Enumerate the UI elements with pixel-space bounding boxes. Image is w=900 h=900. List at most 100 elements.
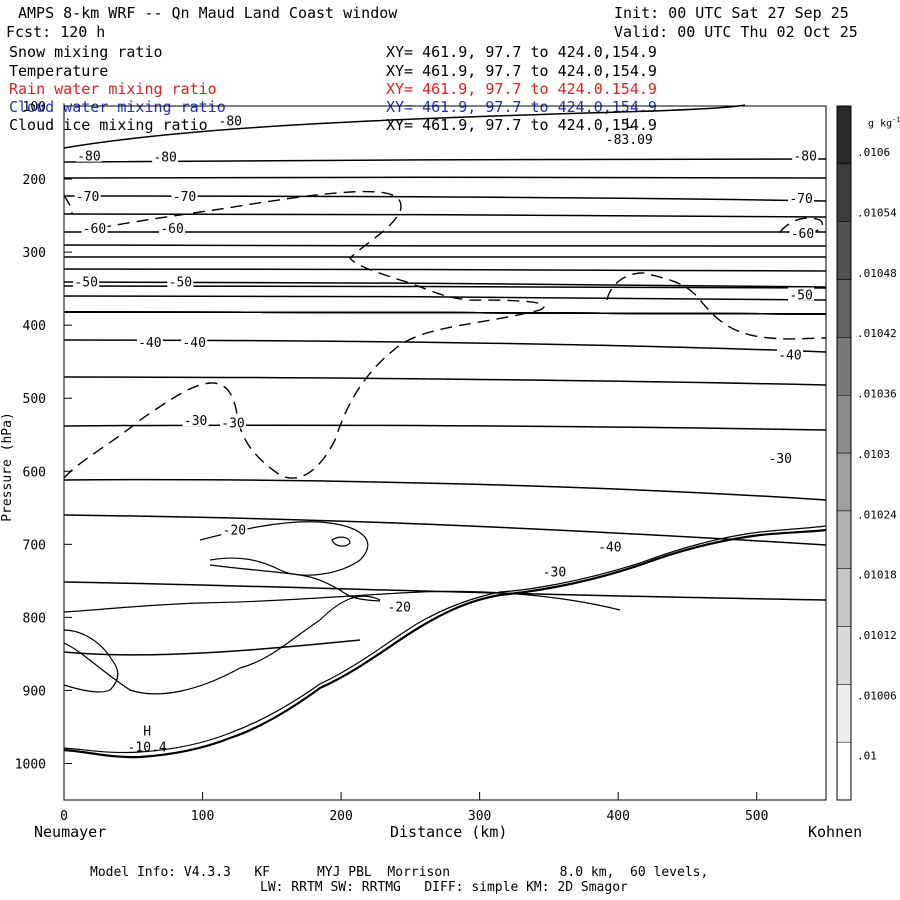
isotherm-lines bbox=[63, 104, 827, 656]
valid-time: Valid: 00 UTC Thu 02 Oct 25 bbox=[614, 23, 858, 41]
field-xy-temperature: XY= 461.9, 97.7 to 424.0,154.9 bbox=[386, 62, 657, 80]
forecast-hour: Fcst: 120 h bbox=[6, 23, 106, 41]
isotherm-label: -50 bbox=[74, 275, 97, 290]
terrain-line bbox=[63, 528, 827, 759]
isotherm-labels: -80 -80 -80 -80 -70 -70 -70 -60 -60 -60 -50 -50 -50 -… bbox=[73, 113, 819, 615]
field-name-snow: Snow mixing ratio bbox=[9, 43, 163, 61]
colorbar-segment bbox=[836, 684, 852, 743]
isotherm-label-bg bbox=[792, 148, 819, 162]
isotherm-label-bg bbox=[167, 274, 194, 288]
mixing-ratio-contour bbox=[606, 272, 827, 340]
colorbar-segment bbox=[836, 568, 852, 627]
colorbar-label: .01054 bbox=[857, 207, 897, 220]
isotherm-line bbox=[63, 176, 827, 179]
colorbar-label: .01012 bbox=[857, 629, 897, 642]
colorbar-unit: g kg-1 bbox=[856, 104, 900, 129]
isotherm-label: -20 bbox=[388, 600, 411, 615]
isotherm-label: -40 bbox=[182, 336, 205, 351]
isotherm-label-bg bbox=[767, 451, 794, 465]
colorbar-label: .01036 bbox=[857, 388, 897, 401]
colorbar-segment bbox=[836, 279, 852, 338]
isotherm-label-bg bbox=[776, 347, 803, 361]
isotherm-label-bg bbox=[136, 334, 163, 348]
isotherm-label-bg bbox=[386, 599, 413, 613]
isotherm-label-bg bbox=[75, 148, 102, 162]
isotherm-line bbox=[63, 478, 827, 501]
isotherm-line bbox=[63, 213, 827, 218]
isotherm-label: -50 bbox=[789, 288, 812, 303]
y-tick-label: 100 bbox=[23, 100, 46, 115]
field-xy-cloud-ice: XY= 461.9, 97.7 to 424.0,154.9 bbox=[386, 116, 657, 134]
isotherm-label: -30 bbox=[184, 414, 207, 429]
isotherm-label-bg bbox=[159, 220, 186, 234]
y-tick-label: 600 bbox=[23, 465, 46, 480]
x-axis-title: Distance (km) bbox=[390, 823, 508, 841]
x-tick-label: 500 bbox=[745, 809, 768, 824]
x-tick-label: 100 bbox=[191, 809, 214, 824]
y-tick-label: 500 bbox=[23, 392, 46, 407]
x-tick-label: 300 bbox=[468, 809, 491, 824]
extrema-markers: L-83.09 H-10.4 bbox=[128, 117, 653, 756]
init-time: Init: 00 UTC Sat 27 Sep 25 bbox=[614, 4, 849, 22]
field-name-cloud-water: Cloud water mixing ratio bbox=[9, 98, 226, 116]
isotherm-label-bg bbox=[596, 539, 623, 553]
extremum-marker: H bbox=[143, 725, 151, 740]
isotherm-minus20-line bbox=[63, 590, 621, 613]
field-name-cloud-ice: Cloud ice mixing ratio bbox=[9, 116, 208, 134]
colorbar-label: .01018 bbox=[857, 569, 897, 582]
isotherm-line bbox=[63, 339, 827, 353]
isotherm-label-bg bbox=[81, 220, 108, 234]
x-tick-label: 200 bbox=[329, 809, 352, 824]
isotherm-label: -50 bbox=[169, 275, 192, 290]
colorbar-unit-exp: -1 bbox=[892, 116, 900, 124]
isotherm-label-bg bbox=[220, 415, 247, 429]
isotherm-label-bg bbox=[182, 413, 209, 427]
plot-frame bbox=[63, 105, 827, 801]
isotherm-label: -70 bbox=[76, 190, 99, 205]
isotherm-label: -40 bbox=[598, 541, 621, 556]
extremum-value: -10.4 bbox=[128, 741, 167, 756]
isotherm-label: -60 bbox=[83, 222, 106, 237]
isotherm-line-top bbox=[63, 104, 746, 149]
isotherm-label: -40 bbox=[138, 336, 161, 351]
isotherm-label-bg bbox=[217, 113, 244, 127]
isotherm-label-bg bbox=[181, 334, 208, 348]
isotherm-label: -80 bbox=[793, 150, 816, 165]
isotherm-minus20-line bbox=[199, 521, 369, 576]
isotherm-minus20 bbox=[63, 521, 621, 613]
colorbar-segment bbox=[836, 221, 852, 280]
terrain-line bbox=[63, 525, 827, 754]
isotherm-label: -30 bbox=[543, 565, 566, 580]
field-name-temperature: Temperature bbox=[9, 62, 109, 80]
isotherm-line bbox=[63, 195, 827, 202]
extremum-marker: L bbox=[625, 117, 633, 132]
isotherm-line bbox=[63, 311, 827, 315]
isotherm-minus20-line bbox=[331, 536, 351, 547]
isotherm-label: -30 bbox=[769, 452, 792, 467]
colorbar-segment bbox=[836, 337, 852, 396]
isotherm-label-bg bbox=[788, 191, 815, 205]
y-axis: 100 200 300 400 500 600 700 800 900 1000 bbox=[15, 100, 72, 772]
colorbar-label: .01048 bbox=[857, 267, 897, 280]
isotherm-label: -60 bbox=[160, 222, 183, 237]
footer-model-info: Model Info: V4.3.3 KF MYJ PBL Morrison 8… bbox=[90, 865, 709, 880]
colorbar-segment bbox=[836, 452, 852, 512]
isotherm-label: -80 bbox=[153, 150, 176, 165]
footer-physics-info: LW: RRTM SW: RRTMG DIFF: simple KM: 2D S… bbox=[260, 880, 628, 895]
colorbar-segment bbox=[836, 394, 852, 454]
colorbar-label: .01042 bbox=[857, 327, 897, 340]
x-end-label-right: Kohnen bbox=[808, 823, 863, 841]
colorbar-label: .01006 bbox=[857, 689, 897, 702]
y-tick-label: 200 bbox=[23, 173, 46, 188]
terrain-line bbox=[63, 629, 119, 693]
colorbar: .01 .01006 .01012 .01018 .01024 .0103 .01036 .0… bbox=[836, 105, 897, 801]
isotherm-label-bg bbox=[74, 188, 101, 202]
isotherm-label: -20 bbox=[223, 524, 246, 539]
x-axis: 0 100 200 300 400 500 bbox=[60, 792, 768, 824]
isotherm-label: -60 bbox=[791, 227, 814, 242]
isotherm-label-bg bbox=[789, 226, 816, 240]
isotherm-label-bg bbox=[541, 564, 568, 578]
isotherm-line bbox=[63, 158, 827, 163]
isotherm-label: -80 bbox=[219, 115, 242, 130]
